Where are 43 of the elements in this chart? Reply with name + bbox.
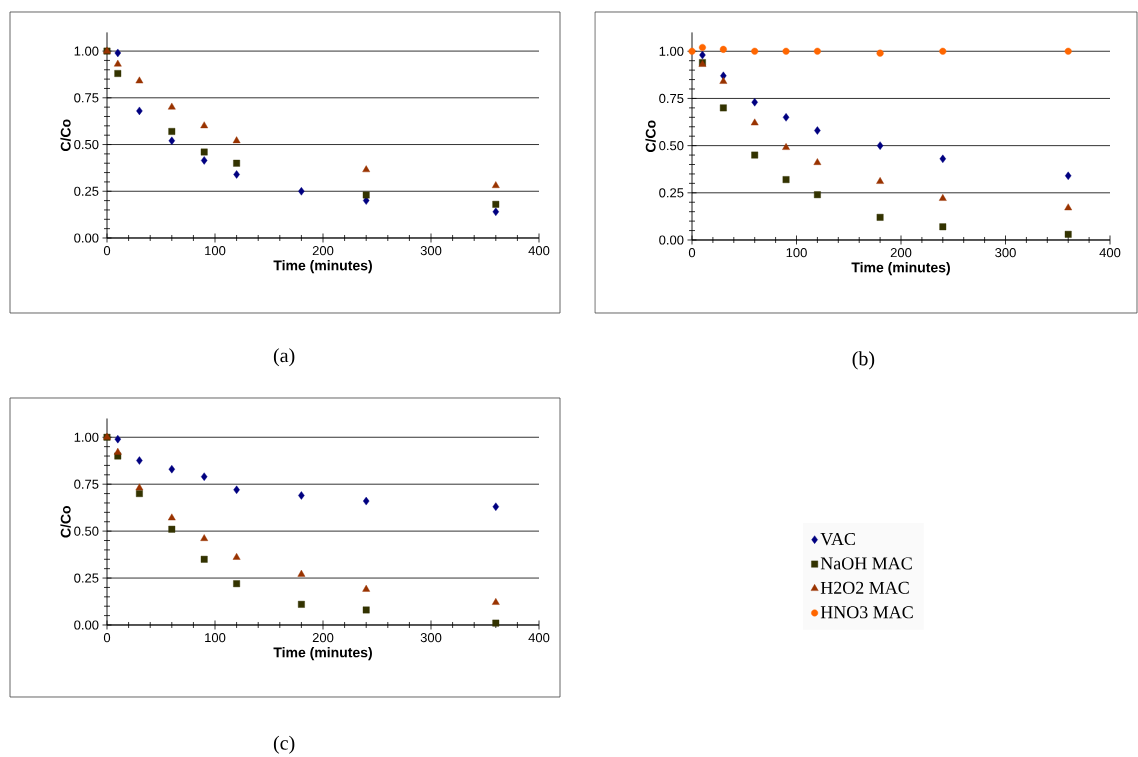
y-tick-label: 0.50 <box>74 526 99 536</box>
text: (c) <box>273 735 295 754</box>
x-tick-label: 400 <box>1099 248 1121 258</box>
y-axis-title: C/Co <box>60 505 71 538</box>
y-tick-label: 1.00 <box>74 46 99 56</box>
x-tick-label: 200 <box>312 246 334 256</box>
text: (b) <box>852 351 875 370</box>
x-axis-title: Time (minutes) <box>273 260 372 274</box>
x-tick-label: 0 <box>688 248 696 258</box>
x-tick-label: 400 <box>528 246 550 256</box>
x-tick-label: 200 <box>890 248 912 258</box>
x-axis-title: Time (minutes) <box>851 262 950 276</box>
legend-label: VAC <box>820 532 855 546</box>
x-tick-label: 200 <box>312 633 334 643</box>
y-tick-label: 0.75 <box>74 93 99 103</box>
x-tick-label: 300 <box>420 633 442 643</box>
x-tick-label: 100 <box>786 248 807 258</box>
x-tick-label: 300 <box>420 246 442 256</box>
x-axis-title: Time (minutes) <box>273 647 372 661</box>
y-tick-label: 0.00 <box>74 233 99 243</box>
legend-label: NaOH MAC <box>820 557 912 570</box>
x-tick-label: 0 <box>103 246 111 256</box>
y-tick-label: 1.00 <box>74 432 99 442</box>
y-tick-label: 0.25 <box>659 188 684 198</box>
y-tick-label: 0.00 <box>659 235 684 245</box>
x-tick-label: 100 <box>205 633 226 643</box>
x-tick-label: 0 <box>103 633 111 643</box>
y-tick-label: 0.00 <box>74 620 99 630</box>
y-tick-label: 0.75 <box>74 479 99 489</box>
y-axis-title: C/Co <box>645 120 656 152</box>
y-tick-label: 0.50 <box>659 141 684 151</box>
legend-label: HNO3 MAC <box>820 606 913 619</box>
text: (a) <box>273 348 295 367</box>
x-tick-label: 400 <box>528 633 550 643</box>
x-tick-label: 100 <box>205 246 226 256</box>
x-tick-label: 300 <box>995 248 1016 258</box>
y-tick-label: 1.00 <box>659 46 684 56</box>
y-tick-label: 0.25 <box>74 186 99 196</box>
y-tick-label: 0.25 <box>74 573 99 583</box>
y-tick-label: 0.50 <box>74 139 99 150</box>
y-axis-title: C/Co <box>60 119 71 151</box>
legend-label: H2O2 MAC <box>820 581 909 594</box>
y-tick-label: 0.75 <box>659 93 684 104</box>
